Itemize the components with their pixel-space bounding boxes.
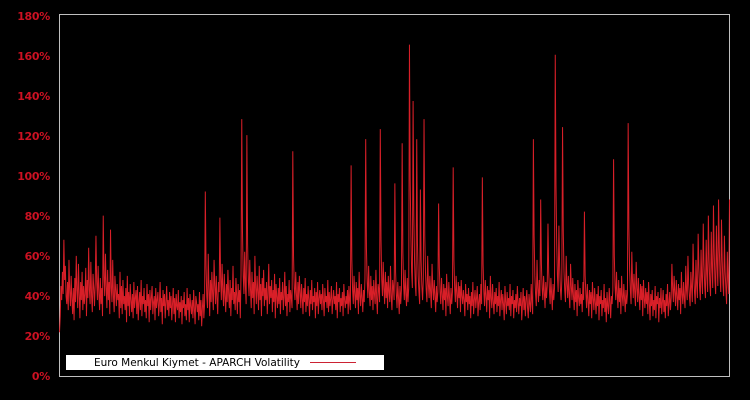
ytick-label-1: 20%	[24, 330, 51, 343]
ytick-label-7: 140%	[17, 90, 50, 103]
ytick-label-0: 0%	[31, 370, 50, 383]
ytick-label-6: 120%	[17, 130, 50, 143]
legend-line-sample-icon	[309, 362, 356, 363]
chart-legend: Euro Menkul Kiymet - APARCH Volatility	[66, 355, 384, 370]
ytick-label-2: 40%	[24, 290, 51, 303]
legend-label: Euro Menkul Kiymet - APARCH Volatility	[94, 356, 300, 369]
ytick-label-5: 100%	[17, 170, 50, 183]
ytick-label-4: 80%	[24, 210, 51, 223]
ytick-label-3: 60%	[24, 250, 51, 263]
plot-frame	[59, 14, 730, 377]
ytick-label-9: 180%	[17, 10, 50, 23]
series-line-aparch-volatility	[59, 44, 730, 333]
ytick-label-8: 160%	[17, 50, 50, 63]
